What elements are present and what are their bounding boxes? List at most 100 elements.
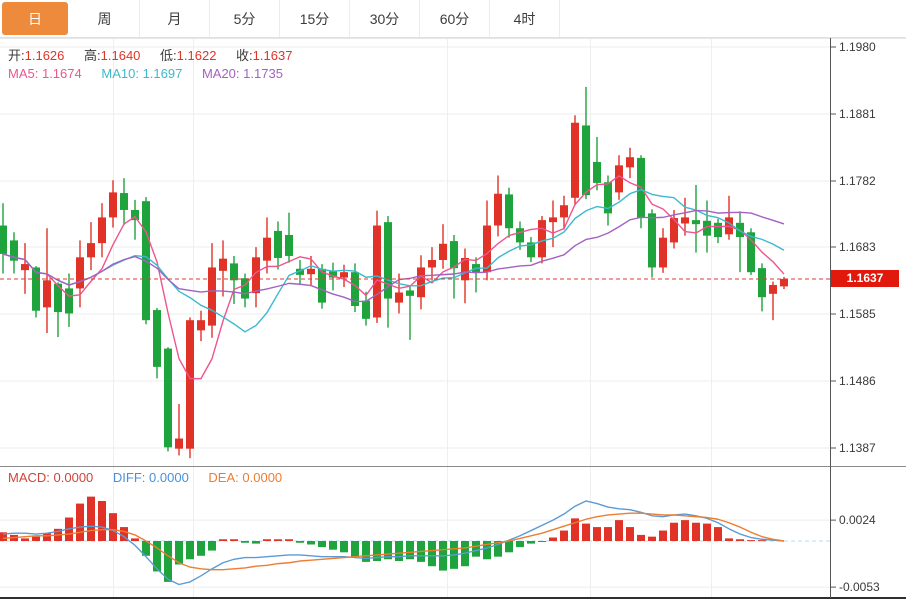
macd-hist-bar (681, 520, 689, 541)
candle-body (252, 257, 260, 294)
macd-hist-bar (703, 523, 711, 541)
candle-body (395, 292, 403, 303)
tab-4hour[interactable]: 4时 (490, 0, 560, 37)
candle-body (32, 267, 40, 311)
candle-body (120, 193, 128, 210)
ma5-legend: MA5: 1.1674 (8, 66, 82, 81)
macd-hist-bar (0, 532, 7, 541)
macd-hist-bar (692, 522, 700, 541)
macd-hist-bar (406, 541, 414, 560)
candle-body (582, 125, 590, 196)
macd-hist-bar (582, 523, 590, 541)
candle-body (263, 237, 271, 261)
macd-hist-bar (483, 541, 491, 560)
tab-60min[interactable]: 60分 (420, 0, 490, 37)
candle-body (494, 193, 502, 226)
macd-hist-bar (263, 539, 271, 541)
dea-value: DEA: 0.0000 (208, 470, 283, 485)
candle-body (219, 258, 227, 271)
macd-hist-bar (197, 541, 205, 556)
macd-hist-bar (219, 539, 227, 541)
price-axis-label: 1.1585 (839, 307, 876, 321)
candle-body (21, 264, 29, 271)
candle-body (274, 230, 282, 258)
candle-body (153, 310, 161, 367)
candle-body (340, 272, 348, 278)
candle-body (714, 222, 722, 238)
diff-line (2, 500, 785, 586)
ohlc-high: 高:1.1640 (84, 48, 141, 63)
last-price-tag: 1.1637 (831, 269, 899, 287)
macd-hist-bar (351, 541, 359, 557)
candle-body (538, 220, 546, 258)
macd-hist-bar (571, 518, 579, 541)
candle-body (428, 260, 436, 268)
candle-body (197, 320, 205, 331)
macd-hist-bar (637, 534, 645, 541)
ohlc-low: 低:1.1622 (160, 48, 217, 63)
candle-body (626, 157, 634, 168)
macd-hist-bar (428, 541, 436, 567)
candle-body (747, 232, 755, 273)
macd-hist-bar (329, 541, 337, 550)
candle-body (483, 225, 491, 273)
ohlc-open: 开:1.1626 (8, 48, 65, 63)
candle-body (604, 182, 612, 214)
tab-30min[interactable]: 30分 (350, 0, 420, 37)
macd-hist-bar (395, 541, 403, 562)
macd-hist-bar (120, 527, 128, 541)
ma10-legend: MA10: 1.1697 (101, 66, 183, 81)
candle-body (362, 300, 370, 319)
macd-hist-bar (516, 541, 524, 548)
candle-body (43, 280, 51, 308)
macd-hist-bar (725, 538, 733, 541)
macd-legend: MACD: 0.0000 DIFF: 0.0000 DEA: 0.0000 (8, 470, 298, 485)
tab-month[interactable]: 月 (140, 0, 210, 37)
tab-week[interactable]: 周 (70, 0, 140, 37)
macd-hist-bar (186, 541, 194, 560)
macd-hist-bar (747, 540, 755, 542)
macd-hist-bar (208, 541, 216, 551)
dea-line (2, 512, 785, 571)
candle-body (230, 263, 238, 281)
macd-hist-bar (109, 513, 117, 541)
candle-body (593, 161, 601, 183)
price-axis-label: 1.1980 (839, 40, 876, 54)
macd-hist-bar (296, 541, 304, 543)
macd-hist-bar (549, 537, 557, 541)
macd-hist-bar (362, 541, 370, 562)
candle-body (681, 217, 689, 224)
candle-body (54, 283, 62, 313)
macd-hist-bar (87, 496, 95, 541)
timeframe-tabs: 日 周 月 5分 15分 30分 60分 4时 (0, 0, 906, 38)
candle-body (461, 257, 469, 281)
candle-body (109, 192, 117, 218)
candle-body (659, 237, 667, 268)
tab-5min[interactable]: 5分 (210, 0, 280, 37)
candle-body (769, 285, 777, 294)
tab-15min[interactable]: 15分 (280, 0, 350, 37)
macd-axis-label: 0.0024 (839, 513, 876, 528)
macd-hist-bar (560, 530, 568, 541)
candle-body (560, 205, 568, 218)
macd-hist-bar (142, 541, 150, 556)
candle-body (285, 234, 293, 256)
candle-body (758, 268, 766, 298)
macd-hist-bar (318, 541, 326, 548)
tab-day[interactable]: 日 (2, 2, 68, 35)
macd-hist-bar (384, 541, 392, 560)
price-axis-label: 1.1387 (839, 441, 876, 455)
macd-hist-bar (538, 541, 546, 542)
candle-body (65, 288, 73, 314)
candle-body (780, 278, 788, 287)
price-axis-label: 1.1782 (839, 174, 876, 188)
macd-hist-bar (373, 541, 381, 562)
macd-hist-bar (32, 536, 40, 541)
macd-hist-bar (164, 541, 172, 582)
macd-hist-bar (241, 541, 249, 543)
macd-hist-bar (604, 527, 612, 541)
macd-value: MACD: 0.0000 (8, 470, 94, 485)
macd-hist-bar (340, 541, 348, 553)
candle-body (76, 257, 84, 289)
